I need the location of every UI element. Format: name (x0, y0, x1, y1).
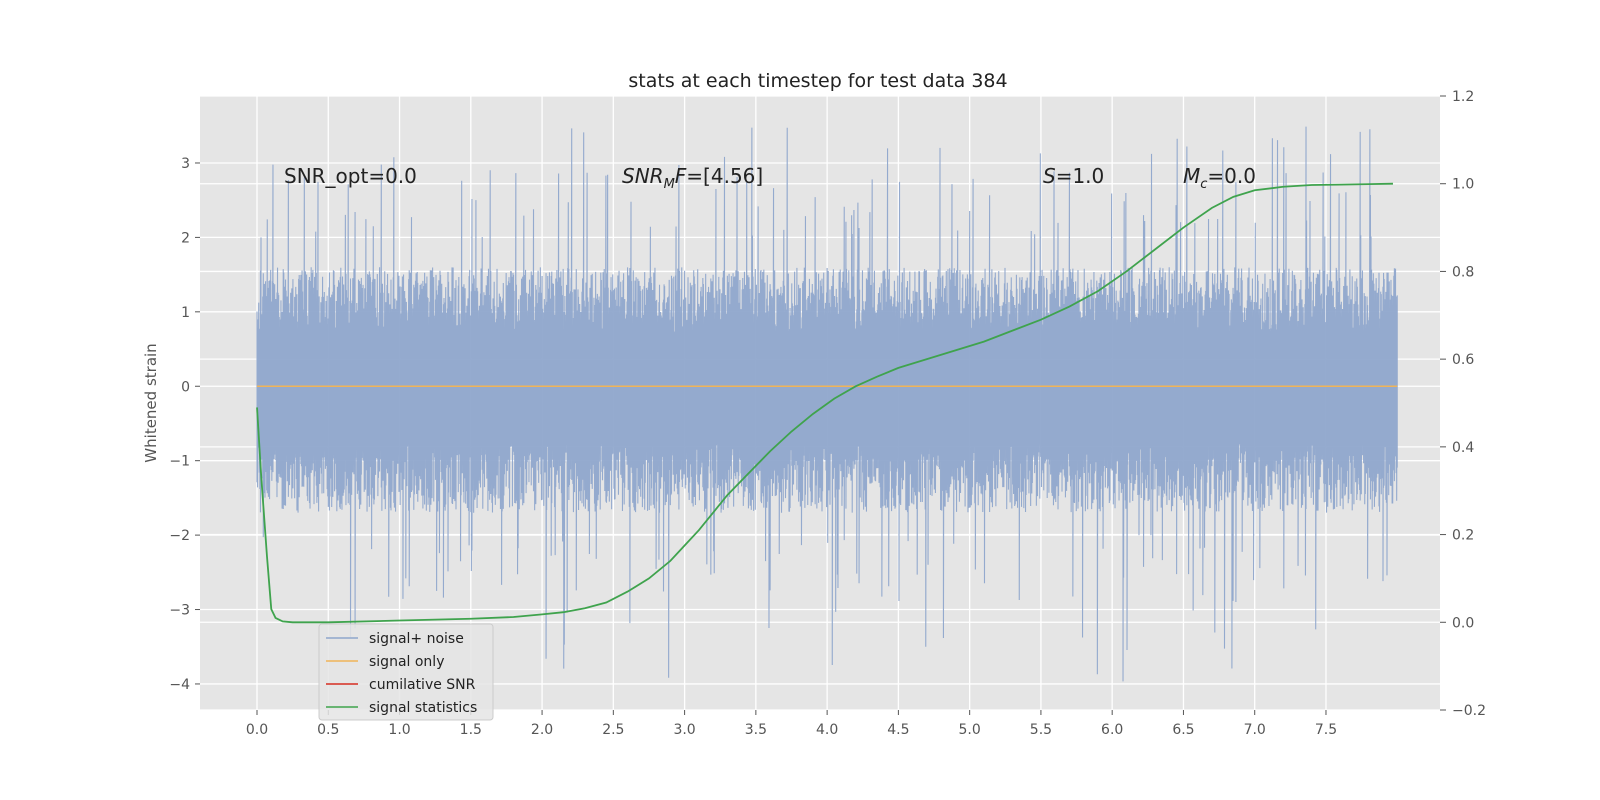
signal-statistics-series (256, 182, 1393, 624)
x-tick-label: 3.0 (673, 722, 695, 738)
x-tick-label: 1.5 (460, 722, 482, 738)
annotation-snr-mf-tail: F (675, 164, 687, 188)
x-tick-label: 5.5 (1030, 722, 1052, 738)
y2-tick-label: 0.2 (1452, 528, 1474, 544)
annotation-mc-sub: c (1200, 177, 1207, 192)
y-tick-label: 0 (181, 379, 190, 395)
signal-statistics-line (256, 182, 1393, 624)
x-tick-label: 6.5 (1172, 722, 1194, 738)
x-tick-label: 0.5 (317, 722, 339, 738)
y-tick-label: −1 (169, 454, 190, 470)
x-tick-label: 4.0 (816, 722, 838, 738)
y2-tick-label: 1.2 (1452, 89, 1474, 105)
y-tick-label: 1 (181, 305, 190, 321)
legend-label-signal-statistics: signal statistics (369, 700, 477, 716)
annotation-snr-mf-main: SNR (622, 164, 664, 188)
y-tick-label: 2 (181, 230, 190, 246)
annotation-snr-mf-sub: M (664, 177, 675, 192)
y-tick-label: 3 (181, 156, 190, 172)
chart-title: stats at each timestep for test data 384 (628, 70, 1007, 92)
y2-tick-label: −0.2 (1452, 703, 1486, 719)
annotation-snr-opt: SNR_opt=0.0 (284, 164, 417, 188)
y2-tick-label: 1.0 (1452, 177, 1474, 193)
y2-tick-label: 0.8 (1452, 264, 1474, 280)
annotation-s: S=1.0 (1043, 164, 1104, 188)
annotation-s-symbol: S (1043, 164, 1056, 188)
annotation-mc-value: =0.0 (1207, 164, 1256, 188)
y-axis-right: 1.2 1.0 0.8 0.6 0.4 0.2 0.0 −0.2 (1440, 89, 1486, 719)
legend-label-cumilative-snr: cumilative SNR (369, 677, 476, 693)
annotation-mc-main: M (1183, 164, 1200, 188)
x-tick-label: 1.0 (388, 722, 410, 738)
x-tick-label: 6.0 (1101, 722, 1123, 738)
x-tick-label: 5.0 (959, 722, 981, 738)
legend-label-signal-noise: signal+ noise (369, 631, 464, 647)
annotation-s-value: =1.0 (1056, 164, 1105, 188)
x-tick-label: 4.5 (887, 722, 909, 738)
x-tick-label: 3.5 (745, 722, 767, 738)
x-tick-label: 0.0 (246, 722, 268, 738)
x-axis: 0.0 0.5 1.0 1.5 2.0 2.5 3.0 3.5 4.0 4.5 5.0 5.5 6.0 6… (246, 710, 1337, 738)
legend-label-signal-only: signal only (369, 654, 444, 670)
y-tick-label: −4 (169, 677, 190, 693)
x-tick-label: 7.0 (1244, 722, 1266, 738)
y2-tick-label: 0.4 (1452, 440, 1474, 456)
annotation-mc: Mc=0.0 (1183, 164, 1256, 192)
annotation-snr-mf-value: =[4.56] (686, 164, 763, 188)
x-tick-label: 7.5 (1315, 722, 1337, 738)
y-tick-label: −3 (169, 603, 190, 619)
y2-tick-label: 0.6 (1452, 352, 1474, 368)
x-tick-label: 2.5 (602, 722, 624, 738)
x-tick-label: 2.0 (531, 722, 553, 738)
signal-noise-series (256, 126, 1398, 682)
y-tick-label: −2 (169, 528, 190, 544)
y-axis-label: Whitened strain (142, 343, 160, 462)
legend: signal+ noise signal only cumilative SNR… (318, 623, 494, 721)
signal-noise-line (256, 126, 1398, 682)
annotation-snr-mf: SNRMF=[4.56] (622, 164, 763, 192)
y2-tick-label: 0.0 (1452, 615, 1474, 631)
y-axis-left: 3 2 1 0 −1 −2 −3 −4 (169, 156, 200, 693)
legend-box (318, 623, 494, 721)
